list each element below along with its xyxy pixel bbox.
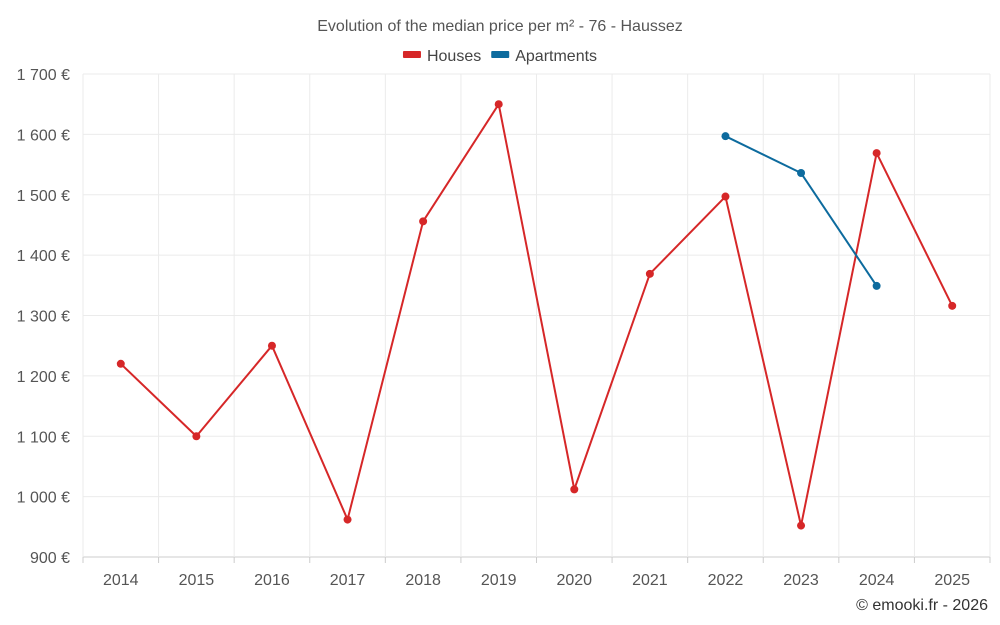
- x-tick-label: 2019: [481, 572, 517, 589]
- x-tick-label: 2017: [330, 572, 366, 589]
- y-tick-label: 900 €: [30, 550, 70, 567]
- x-tick-label: 2025: [934, 572, 970, 589]
- legend-label: Houses: [427, 48, 481, 65]
- data-point[interactable]: [343, 515, 352, 524]
- legend-swatch: [491, 51, 510, 58]
- series: [116, 100, 957, 530]
- x-tick-label: 2021: [632, 572, 668, 589]
- legend-label: Apartments: [515, 48, 597, 65]
- y-tick-label: 1 200 €: [17, 369, 70, 386]
- legend-item-apartments[interactable]: Apartments: [491, 48, 597, 65]
- data-point[interactable]: [797, 169, 806, 178]
- chart-title: Evolution of the median price per m² - 7…: [317, 18, 683, 35]
- y-tick-label: 1 400 €: [17, 248, 70, 265]
- y-tick-label: 1 600 €: [17, 127, 70, 144]
- data-point[interactable]: [721, 192, 730, 201]
- data-point[interactable]: [419, 217, 428, 226]
- series-apartments: [721, 132, 881, 290]
- axes: 900 € 1 000 € 1 100 € 1 200 € 1 300 € 1 400 €…: [17, 67, 991, 589]
- x-tick-label: 2014: [103, 572, 139, 589]
- y-tick-label: 1 000 €: [17, 490, 70, 507]
- x-tick-label: 2023: [783, 572, 819, 589]
- y-tick-label: 1 300 €: [17, 309, 70, 326]
- data-point[interactable]: [645, 269, 654, 278]
- data-point[interactable]: [192, 432, 201, 441]
- data-point[interactable]: [797, 521, 806, 530]
- data-point[interactable]: [494, 100, 503, 109]
- data-point[interactable]: [721, 132, 730, 141]
- grid: [82, 73, 991, 558]
- x-tick-label: 2024: [859, 572, 895, 589]
- x-tick-label: 2015: [179, 572, 215, 589]
- data-point[interactable]: [948, 301, 957, 310]
- data-point[interactable]: [872, 281, 881, 290]
- x-tick-label: 2020: [556, 572, 592, 589]
- y-tick-label: 1 700 €: [17, 67, 70, 84]
- x-tick-label: 2016: [254, 572, 290, 589]
- legend-swatch: [402, 51, 421, 58]
- x-tick-label: 2018: [405, 572, 441, 589]
- x-tick-label: 2022: [708, 572, 744, 589]
- y-tick-label: 1 500 €: [17, 188, 70, 205]
- y-tick-label: 1 100 €: [17, 429, 70, 446]
- data-point[interactable]: [570, 485, 579, 494]
- data-point[interactable]: [872, 149, 881, 158]
- series-line: [120, 103, 954, 527]
- credit-text: © emooki.fr - 2026: [856, 597, 988, 614]
- series-houses: [116, 100, 957, 530]
- data-point[interactable]: [267, 341, 276, 350]
- data-point[interactable]: [116, 359, 125, 368]
- legend: Houses Apartments: [402, 48, 597, 65]
- legend-item-houses[interactable]: Houses: [402, 48, 481, 65]
